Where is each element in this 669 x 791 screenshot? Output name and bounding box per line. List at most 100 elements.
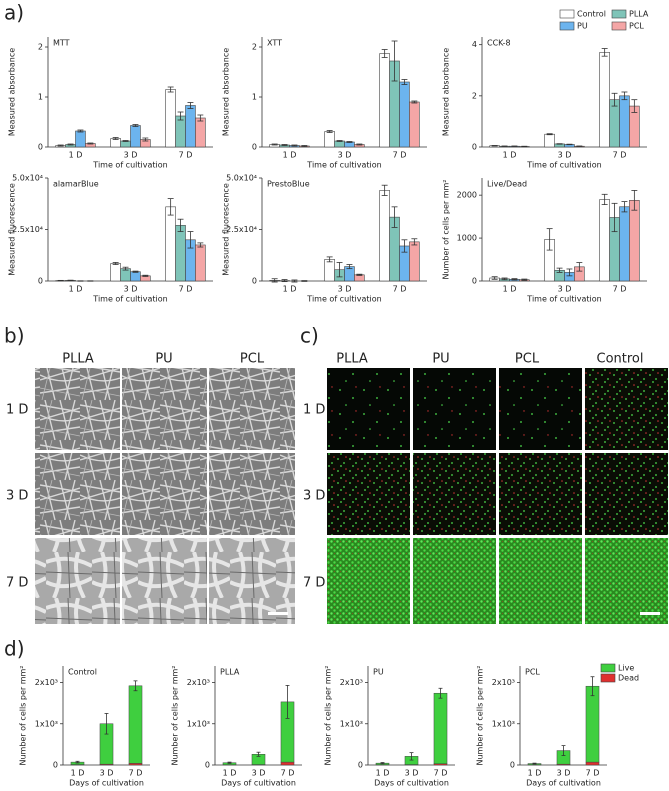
x-tick-label: 1 D [69, 151, 83, 160]
bar [195, 117, 206, 148]
x-tick-label: 3 D [338, 151, 352, 160]
bar [165, 89, 176, 148]
fluorescence-image [327, 453, 410, 535]
y-tick-label: 0 [510, 761, 515, 770]
chart-title: PrestoBlue [267, 180, 310, 189]
row-label: 3 D [6, 489, 28, 504]
sem-image [122, 453, 207, 535]
x-tick-label: 3 D [252, 769, 266, 778]
fluorescence-image [499, 368, 582, 450]
x-tick-label: 1 D [503, 285, 517, 294]
column-label: PLLA [336, 352, 368, 367]
x-axis-label: Days of cultivation [526, 779, 601, 788]
bar [379, 190, 390, 282]
bar [120, 268, 131, 282]
x-tick-label: 1 D [223, 769, 237, 778]
y-axis-label: Number of cells per mm² [171, 665, 180, 765]
x-axis-label: Days of cultivation [69, 779, 144, 788]
bar [599, 52, 610, 148]
panel-label: d) [4, 637, 25, 661]
legend-label: Live [618, 664, 634, 673]
bar [599, 199, 610, 282]
panel-label: c) [300, 324, 319, 348]
x-tick-label: 1 D [376, 769, 390, 778]
y-tick-label: 2.5x10⁴ [226, 225, 257, 234]
bar [130, 125, 141, 148]
x-axis-label: Time of cultivation [92, 161, 167, 170]
chart-title: XTT [267, 39, 282, 48]
x-axis-label: Time of cultivation [306, 161, 381, 170]
y-axis-label: Measured fluorescence [8, 183, 17, 276]
bar [130, 271, 141, 282]
chart-title: PU [373, 668, 384, 677]
fluorescence-image [585, 453, 668, 535]
bar [379, 53, 390, 148]
legend-swatch [559, 21, 575, 31]
y-axis-label: Number of cells per mm² [476, 665, 485, 765]
legend-swatch [600, 663, 616, 673]
y-axis-label: Measured absorbance [222, 48, 231, 136]
y-tick-label: 2 [472, 91, 477, 100]
x-tick-label: 1 D [528, 769, 542, 778]
sem-image [122, 538, 207, 624]
x-tick-label: 1 D [503, 151, 517, 160]
y-tick-label: 2x10³ [187, 678, 210, 687]
x-tick-label: 7 D [179, 285, 193, 294]
x-tick-label: 1 D [71, 769, 85, 778]
legend-label: PU [577, 22, 588, 31]
x-tick-label: 3 D [124, 285, 138, 294]
sem-image [35, 453, 120, 535]
y-tick-label: 2.5x10⁴ [12, 225, 43, 234]
bar [185, 105, 196, 148]
chart-title: PCL [525, 668, 540, 677]
y-axis-label: Number of cells per mm² [442, 179, 451, 279]
x-tick-label: 3 D [405, 769, 419, 778]
row-label: 1 D [6, 403, 28, 418]
scale-bar [268, 612, 288, 615]
y-tick-label: 2000 [457, 191, 477, 200]
y-tick-label: 2 [252, 43, 257, 52]
y-tick-label: 0 [472, 143, 477, 152]
x-tick-label: 7 D [281, 769, 295, 778]
x-tick-label: 3 D [100, 769, 114, 778]
legend-label: Dead [618, 674, 639, 683]
chart-title: CCK-8 [487, 39, 511, 48]
y-axis-label: Number of cells per mm² [19, 665, 28, 765]
x-tick-label: 7 D [393, 151, 407, 160]
fluorescence-image [585, 538, 668, 624]
column-label: PCL [515, 352, 540, 367]
bar [324, 131, 335, 148]
row-label: 7 D [6, 576, 28, 591]
fluorescence-image [413, 453, 496, 535]
y-tick-label: 0 [252, 143, 257, 152]
row-label: 1 D [303, 403, 325, 418]
chart-title: PLLA [220, 668, 240, 677]
sem-image [209, 538, 295, 624]
column-label: PLLA [62, 352, 94, 367]
x-tick-label: 3 D [338, 285, 352, 294]
y-tick-label: 2x10³ [35, 678, 58, 687]
legend-label: PCL [629, 22, 644, 31]
y-axis-label: Measured fluorescence [222, 183, 231, 276]
y-tick-label: 1x10³ [492, 719, 515, 728]
sem-grid [35, 368, 295, 624]
chart-title: alamarBlue [53, 180, 99, 189]
x-tick-label: 7 D [393, 285, 407, 294]
x-axis-label: Days of cultivation [374, 779, 449, 788]
bar [175, 115, 186, 148]
x-axis-label: Days of cultivation [221, 779, 296, 788]
bar [609, 99, 620, 148]
y-axis-label: Number of cells per mm² [324, 665, 333, 765]
y-tick-label: 1x10³ [35, 719, 58, 728]
bar [619, 206, 630, 282]
fluorescence-image [499, 453, 582, 535]
fluorescence-image [327, 368, 410, 450]
x-tick-label: 7 D [613, 151, 627, 160]
row-label: 7 D [303, 576, 325, 591]
bar [409, 241, 420, 282]
panel-label: b) [4, 324, 25, 348]
x-tick-label: 7 D [586, 769, 600, 778]
y-tick-label: 1 [252, 93, 257, 102]
y-tick-label: 5.0x10⁴ [226, 174, 257, 183]
